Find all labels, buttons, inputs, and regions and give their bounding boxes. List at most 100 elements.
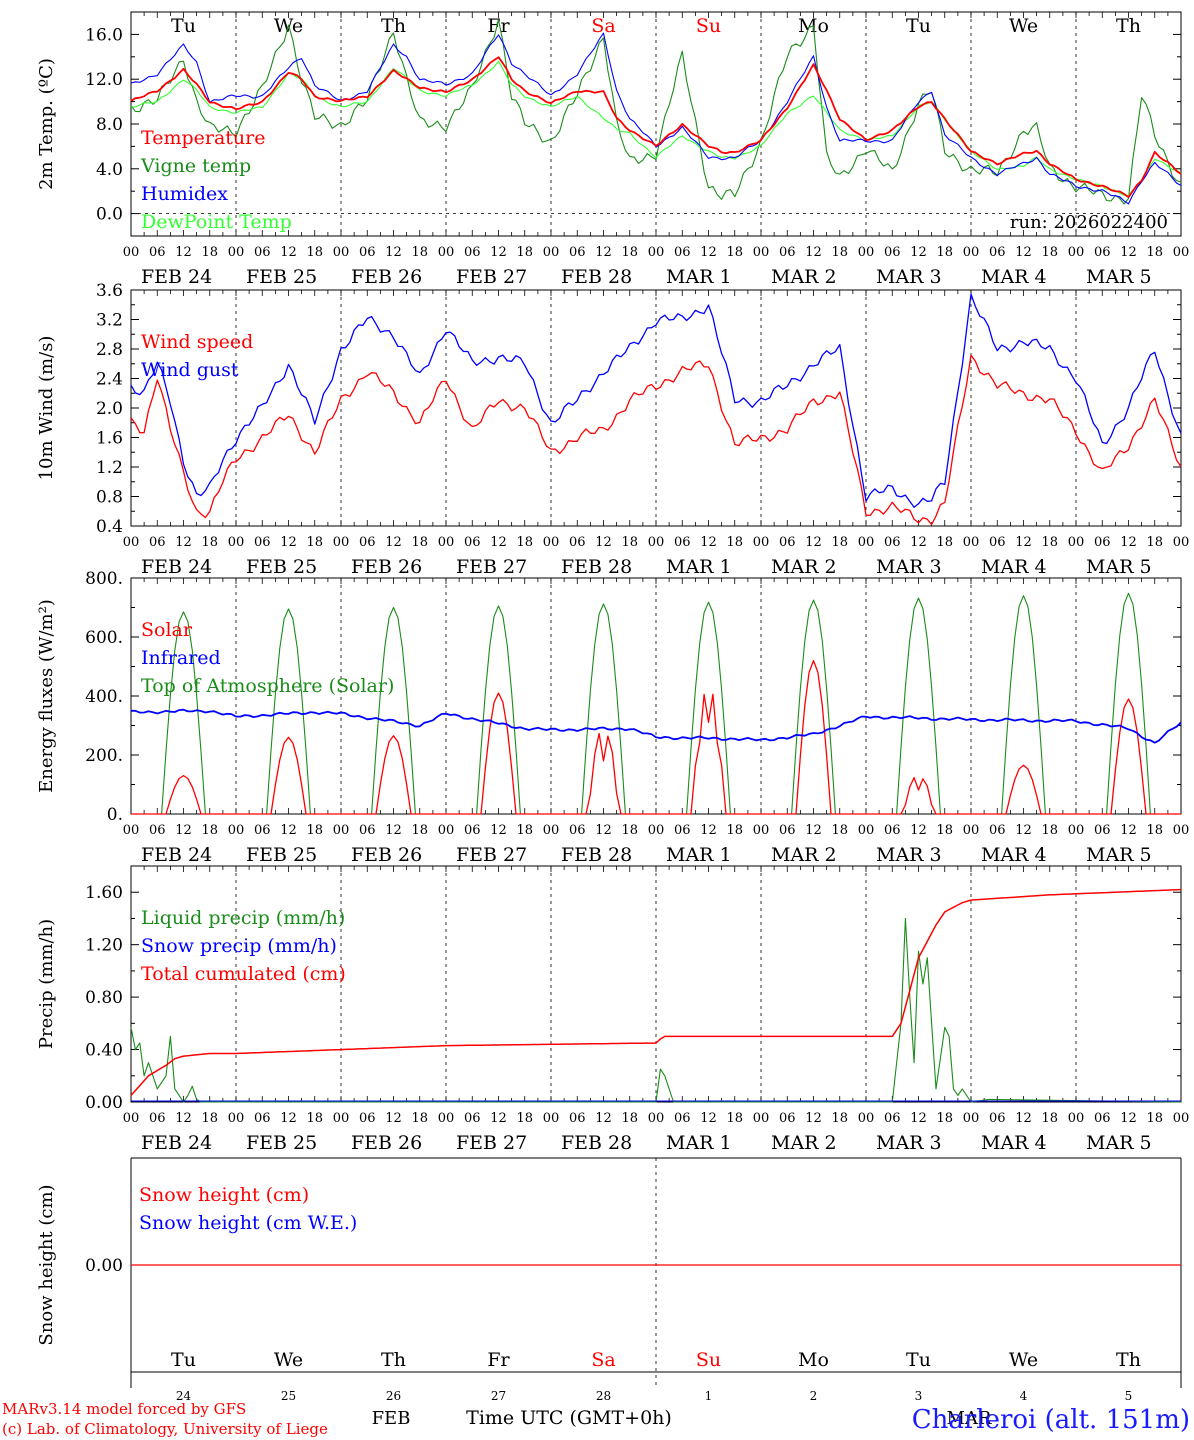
hour-tick-label: 06 bbox=[149, 1111, 166, 1126]
date-label: MAR 5 bbox=[1086, 556, 1152, 578]
hour-tick-label: 00 bbox=[123, 1111, 140, 1126]
day-label-top: Su bbox=[696, 15, 721, 37]
date-label: MAR 4 bbox=[981, 266, 1047, 288]
day-number-label: 25 bbox=[281, 1389, 296, 1403]
y-tick-label: 0.40 bbox=[85, 1041, 123, 1061]
hour-tick-label: 06 bbox=[254, 1111, 271, 1126]
hour-tick-label: 06 bbox=[359, 245, 376, 260]
hour-tick-label: 00 bbox=[753, 823, 770, 838]
y-tick-label: 0.4 bbox=[96, 517, 123, 537]
hour-tick-label: 00 bbox=[228, 535, 245, 550]
hour-tick-label: 06 bbox=[149, 245, 166, 260]
hour-tick-label: 06 bbox=[884, 1111, 901, 1126]
date-label: FEB 24 bbox=[141, 844, 212, 866]
legend-entry: Temperature bbox=[141, 127, 265, 149]
legend-entry: DewPoint Temp bbox=[141, 211, 292, 233]
y-tick-label: 1.2 bbox=[96, 458, 123, 478]
hour-tick-label: 00 bbox=[123, 245, 140, 260]
date-label: MAR 3 bbox=[876, 1132, 942, 1154]
hour-tick-label: 12 bbox=[280, 245, 297, 260]
hour-tick-label: 18 bbox=[201, 245, 218, 260]
hour-tick-label: 06 bbox=[254, 823, 271, 838]
panel-4: 0.00 0.40 0.80 1.20 1.60 Precip (mm/h) 00 06 12 1… bbox=[36, 865, 1189, 1154]
day-label-bottom: We bbox=[1009, 1349, 1038, 1371]
hour-tick-label: 18 bbox=[411, 245, 428, 260]
hour-tick-label: 18 bbox=[726, 245, 743, 260]
date-label: FEB 25 bbox=[246, 1132, 317, 1154]
y-tick-label: 0.00 bbox=[85, 1093, 123, 1113]
series-line-liquid-precip bbox=[130, 917, 1182, 1103]
hour-tick-label: 00 bbox=[333, 245, 350, 260]
hour-tick-label: 18 bbox=[201, 535, 218, 550]
date-label: MAR 1 bbox=[666, 266, 732, 288]
hour-tick-label: 06 bbox=[674, 535, 691, 550]
day-label-top: We bbox=[1009, 15, 1038, 37]
date-label: MAR 5 bbox=[1086, 844, 1152, 866]
hour-tick-label: 00 bbox=[123, 823, 140, 838]
y-axis-label: Energy fluxes (W/m²) bbox=[36, 599, 57, 793]
hour-tick-label: 18 bbox=[306, 1111, 323, 1126]
hour-tick-label: 12 bbox=[910, 823, 927, 838]
day-label-bottom: Fr bbox=[487, 1349, 510, 1371]
panel-5: 0.00 Snow height (cm) bbox=[36, 1157, 1182, 1388]
series-line-infrared bbox=[131, 708, 1182, 744]
series-line-humidex bbox=[130, 32, 1182, 205]
hour-tick-label: 06 bbox=[989, 1111, 1006, 1126]
hour-tick-label: 12 bbox=[490, 535, 507, 550]
hour-tick-label: 06 bbox=[674, 1111, 691, 1126]
hour-tick-label: 00 bbox=[1068, 1111, 1085, 1126]
hour-tick-label: 18 bbox=[831, 823, 848, 838]
hour-tick-label: 18 bbox=[726, 535, 743, 550]
day-label-top: Th bbox=[381, 15, 406, 37]
hour-tick-label: 12 bbox=[910, 1111, 927, 1126]
hour-tick-label: 18 bbox=[936, 535, 953, 550]
date-label: FEB 27 bbox=[456, 266, 527, 288]
hour-tick-label: 12 bbox=[1120, 535, 1137, 550]
hour-tick-label: 18 bbox=[831, 535, 848, 550]
y-tick-label: 200. bbox=[85, 746, 123, 766]
y-axis-label: Snow height (cm) bbox=[36, 1184, 57, 1345]
hour-tick-label: 06 bbox=[884, 245, 901, 260]
y-tick-label: 1.6 bbox=[96, 429, 123, 449]
hour-tick-label: 18 bbox=[831, 1111, 848, 1126]
day-label-top: Th bbox=[1116, 15, 1141, 37]
y-tick-label: 2.4 bbox=[96, 370, 123, 390]
hour-tick-label: 18 bbox=[726, 823, 743, 838]
hour-tick-label: 12 bbox=[175, 245, 192, 260]
hour-tick-label: 12 bbox=[805, 535, 822, 550]
hour-tick-label: 12 bbox=[280, 823, 297, 838]
date-label: MAR 1 bbox=[666, 1132, 732, 1154]
day-number-label: 2 bbox=[810, 1389, 818, 1403]
y-tick-label: 2.0 bbox=[96, 399, 123, 419]
day-label-bottom: Th bbox=[1116, 1349, 1141, 1371]
hour-tick-label: 18 bbox=[201, 1111, 218, 1126]
hour-tick-label: 00 bbox=[333, 823, 350, 838]
hour-tick-label: 18 bbox=[621, 1111, 638, 1126]
hour-tick-label: 06 bbox=[254, 245, 271, 260]
date-label: MAR 2 bbox=[771, 266, 837, 288]
hour-tick-label: 12 bbox=[805, 1111, 822, 1126]
hour-tick-label: 00 bbox=[963, 823, 980, 838]
hour-tick-label: 12 bbox=[700, 1111, 717, 1126]
date-label: MAR 2 bbox=[771, 556, 837, 578]
hour-tick-label: 18 bbox=[306, 245, 323, 260]
y-tick-label: 1.20 bbox=[85, 936, 123, 956]
hour-tick-label: 00 bbox=[753, 245, 770, 260]
hour-tick-label: 06 bbox=[779, 535, 796, 550]
hour-tick-label: 00 bbox=[648, 535, 665, 550]
hour-tick-label: 06 bbox=[464, 1111, 481, 1126]
hour-tick-label: 00 bbox=[543, 1111, 560, 1126]
y-axis-label: 10m Wind (m/s) bbox=[36, 336, 57, 481]
y-tick-label: 0.00 bbox=[85, 1256, 123, 1276]
hour-tick-label: 00 bbox=[123, 535, 140, 550]
date-label: FEB 24 bbox=[141, 266, 212, 288]
hour-tick-label: 06 bbox=[359, 535, 376, 550]
credit-line-2: (c) Lab. of Climatology, University of L… bbox=[2, 1420, 328, 1438]
hour-tick-label: 12 bbox=[595, 535, 612, 550]
day-label-bottom: Sa bbox=[591, 1349, 615, 1371]
date-label: FEB 24 bbox=[141, 556, 212, 578]
legend-entry: Liquid precip (mm/h) bbox=[141, 907, 345, 929]
legend-entry: Infrared bbox=[141, 647, 221, 669]
hour-tick-label: 06 bbox=[149, 823, 166, 838]
hour-tick-label: 12 bbox=[175, 823, 192, 838]
